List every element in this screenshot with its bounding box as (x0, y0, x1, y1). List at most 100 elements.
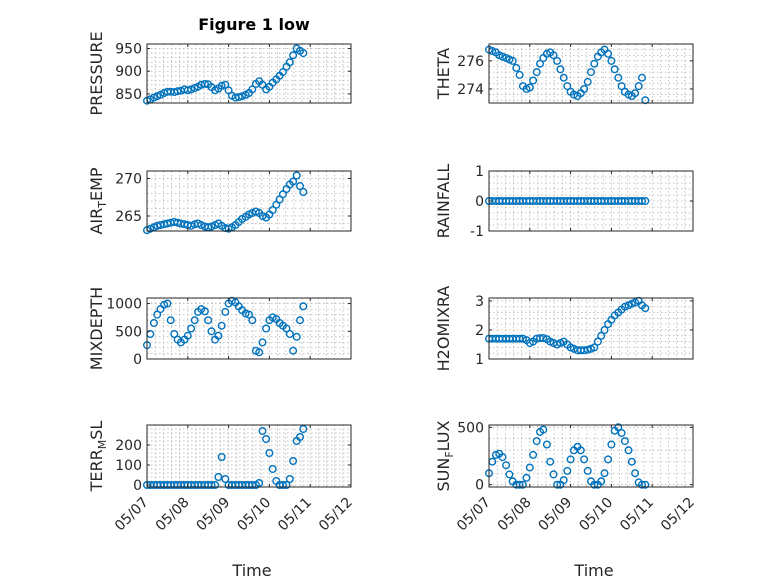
data-point (604, 49, 613, 58)
data-point (262, 324, 271, 333)
data-point (163, 299, 172, 308)
subplot-h2omixra: 1 2 3 H2OMIXRA (434, 286, 694, 372)
data-point (282, 481, 291, 490)
data-point (518, 334, 527, 343)
x-tick-label: 05/11 (275, 495, 315, 535)
x-tick-label: 05/07 (112, 495, 152, 535)
y-axis-label-terr-msl: TERRMSL (87, 421, 109, 493)
data-point (607, 56, 616, 65)
x-tick-label: 05/10 (576, 495, 616, 535)
data-point (515, 70, 524, 79)
x-axis-label-left: Time (231, 561, 271, 580)
data-point (641, 480, 650, 489)
data-point (285, 475, 294, 484)
data-point (580, 84, 589, 93)
data-point (525, 463, 534, 472)
y-tick-label: 270 (115, 172, 142, 188)
data-point (296, 316, 305, 325)
series-sun-flux (485, 423, 650, 489)
data-point (278, 481, 287, 490)
data-point (546, 457, 555, 466)
figure-title: Figure 1 low (198, 15, 310, 34)
series-theta (485, 45, 650, 105)
series-h2omixra (485, 296, 650, 355)
axes-box (488, 43, 694, 104)
data-point (512, 63, 521, 72)
data-point (200, 307, 209, 316)
y-axis-label-air-temp: AIRTEMP (87, 167, 109, 234)
data-point (607, 440, 616, 449)
subplot-air-temp: 265 270 AIRTEMP (87, 167, 352, 235)
data-point (631, 469, 640, 478)
series-terr-msl (142, 425, 308, 490)
y-tick-label: 1 (475, 164, 484, 180)
data-point (556, 65, 565, 74)
data-point (292, 171, 301, 180)
data-point (289, 51, 298, 60)
data-point (597, 331, 606, 340)
data-point (187, 221, 196, 230)
series-mixdepth (142, 296, 308, 357)
data-point (563, 466, 572, 475)
data-point (183, 331, 192, 340)
data-point (170, 330, 179, 339)
y-tick-label: 265 (115, 209, 142, 225)
data-point (539, 54, 548, 63)
data-point (183, 86, 192, 95)
y-tick-label: 0 (133, 478, 142, 494)
data-point (207, 481, 216, 490)
data-point (217, 81, 226, 90)
data-point (248, 316, 257, 325)
series-air-temp (142, 171, 308, 235)
data-point (590, 59, 599, 68)
data-point (624, 446, 633, 455)
y-axis-label-rainfall: RAINFALL (434, 164, 453, 239)
data-point (498, 453, 507, 462)
x-tick-label: 05/10 (234, 495, 274, 535)
data-point (258, 427, 267, 436)
data-point (265, 449, 274, 458)
data-point (197, 220, 206, 229)
data-point (610, 65, 619, 74)
data-point (515, 480, 524, 489)
data-point (299, 425, 308, 434)
data-point (638, 196, 647, 205)
data-point (207, 222, 216, 231)
series-pressure (142, 44, 308, 105)
data-point (600, 326, 609, 335)
data-point (529, 76, 538, 85)
data-point (563, 82, 572, 91)
y-tick-label: 0 (133, 352, 142, 368)
y-tick-label: -1 (470, 224, 484, 240)
y-axis-label-h2omixra: H2OMIXRA (434, 286, 453, 372)
y-tick-label: 500 (457, 420, 484, 436)
data-point (204, 316, 213, 325)
data-point (289, 457, 298, 466)
data-point (505, 470, 514, 479)
data-point (536, 59, 545, 68)
data-point (583, 345, 592, 354)
data-point (539, 425, 548, 434)
data-point (299, 302, 308, 311)
data-point (173, 87, 182, 96)
x-tick-label: 05/12 (316, 495, 356, 535)
data-point (214, 473, 223, 482)
y-tick-label: 100 (115, 458, 142, 474)
data-point (631, 89, 640, 98)
subplot-rainfall: -1 0 1 RAINFALL (434, 164, 694, 240)
axes-box (488, 297, 694, 360)
data-point (587, 68, 596, 77)
axes-box (146, 170, 352, 232)
data-point (221, 475, 230, 484)
data-point (299, 187, 308, 196)
data-point (532, 437, 541, 446)
data-point (539, 334, 548, 343)
data-point (258, 338, 267, 347)
data-point (580, 455, 589, 464)
data-point (166, 316, 175, 325)
y-tick-label: 1 (475, 352, 484, 368)
data-point (217, 453, 226, 462)
data-point (553, 480, 562, 489)
